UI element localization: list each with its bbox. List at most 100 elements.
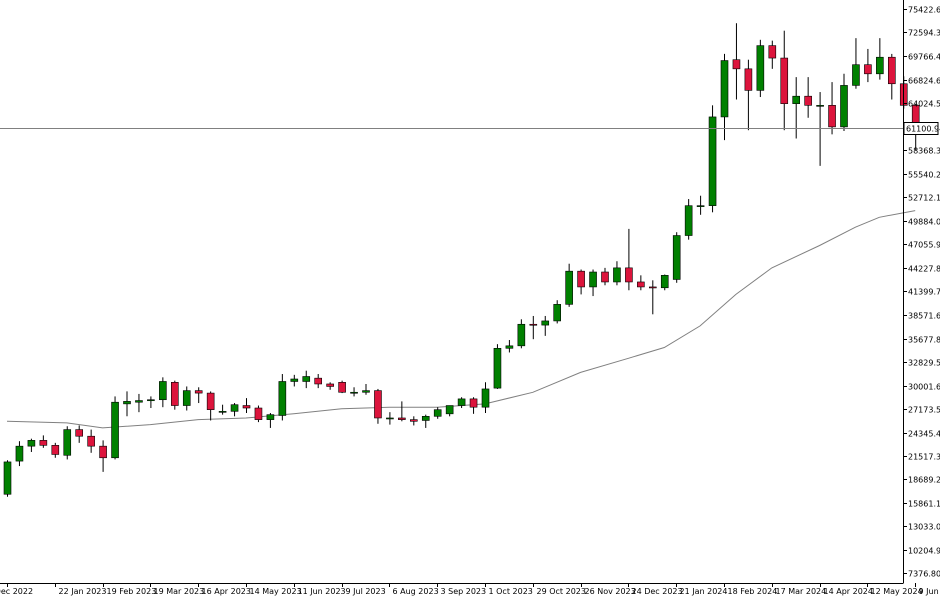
candle-up xyxy=(63,426,72,460)
candle-body xyxy=(601,271,609,283)
candle-body xyxy=(505,345,514,349)
candle-body xyxy=(350,391,358,394)
time-axis-label: 12 May 2024 xyxy=(871,587,923,596)
candle-body xyxy=(99,445,107,459)
candle-up xyxy=(386,412,394,425)
time-axis-label: 22 Jan 2023 xyxy=(59,587,107,596)
candle-down xyxy=(864,48,872,83)
candle-body xyxy=(242,405,251,409)
price-axis-label: 69766.40 xyxy=(908,53,940,62)
price-axis: 75422.60 72594.30 69766.40 66824.60 64024.50… xyxy=(903,6,940,579)
candle-down xyxy=(768,40,777,69)
candle-down xyxy=(648,280,657,315)
candle-body xyxy=(63,429,72,456)
candle-down xyxy=(577,269,585,295)
price-axis-label: 58368.30 xyxy=(908,147,940,156)
candle-up xyxy=(541,315,550,336)
candle-body xyxy=(529,323,538,326)
candle-down xyxy=(529,315,538,340)
time-axis-label: 16 Apr 2023 xyxy=(202,587,251,596)
candle-down xyxy=(206,391,215,421)
price-axis-label: 7376.80 xyxy=(908,570,940,579)
candle-body xyxy=(672,235,681,280)
time-axis-label: 14 Apr 2024 xyxy=(824,587,873,596)
candle-body xyxy=(684,205,693,236)
candle-body xyxy=(266,414,275,420)
candle-body xyxy=(374,390,382,419)
candle-down xyxy=(338,380,346,394)
candle-up xyxy=(27,438,36,452)
candle-body xyxy=(123,401,131,405)
candle-body xyxy=(87,435,95,447)
candle-body xyxy=(804,95,812,106)
price-axis-label: 64024.50 xyxy=(908,100,940,109)
price-axis-label: 13033.00 xyxy=(908,523,940,532)
candle-body xyxy=(780,57,789,104)
price-axis-label: 27173.50 xyxy=(908,406,940,415)
time-axis-label: 17 Mar 2024 xyxy=(776,587,827,596)
candle-down xyxy=(601,267,609,286)
candle-up xyxy=(517,319,526,349)
time-axis-label: 18 Feb 2024 xyxy=(728,587,778,596)
candle-up xyxy=(565,263,573,307)
price-axis-label: 52712.10 xyxy=(908,194,940,203)
candle-body xyxy=(816,105,824,107)
price-axis-label: 21517.30 xyxy=(908,453,940,462)
candle-body xyxy=(278,381,287,416)
time-axis-label: 9 Jun 2024 xyxy=(919,587,940,596)
candle-down xyxy=(398,401,406,422)
candle-body xyxy=(864,64,872,75)
candle-down xyxy=(254,405,263,423)
candle-up xyxy=(756,39,765,98)
candle-up xyxy=(876,38,884,80)
time-axis-label: 11 Jun 2023 xyxy=(298,587,346,596)
candle-body xyxy=(637,281,645,288)
candle-body xyxy=(792,95,801,104)
candle-body xyxy=(517,323,526,347)
candle-down xyxy=(469,397,478,414)
candle-up xyxy=(182,386,191,411)
candle-body xyxy=(660,275,669,289)
candle-body xyxy=(39,440,48,446)
plot-background xyxy=(0,0,903,583)
candle-up xyxy=(123,391,131,417)
time-axis-label: 19 Feb 2023 xyxy=(107,587,157,596)
candle-down xyxy=(637,275,645,291)
candle-body xyxy=(362,390,370,393)
moving-average-line xyxy=(6,210,916,429)
candle-body xyxy=(135,400,143,403)
candle-up xyxy=(362,383,370,395)
candle-body xyxy=(159,381,167,401)
price-axis-label: 24345.40 xyxy=(908,430,940,439)
candle-body xyxy=(876,56,884,75)
candle-up xyxy=(696,195,705,215)
candle-up xyxy=(147,396,155,409)
candle-up xyxy=(613,261,621,286)
candle-body xyxy=(625,267,633,283)
candle-body xyxy=(696,205,705,207)
candle-up xyxy=(3,460,12,497)
candle-up xyxy=(505,340,514,353)
candle-up xyxy=(720,53,729,141)
price-axis-label: 41399.70 xyxy=(908,288,940,297)
price-axis-label: 55540.20 xyxy=(908,171,940,180)
candle-down xyxy=(887,53,896,100)
moving-average-layer xyxy=(6,210,916,429)
candle-body xyxy=(409,419,418,422)
time-axis-label: 25 Dec 2022 xyxy=(0,587,33,596)
candle-body xyxy=(182,390,191,406)
candle-up xyxy=(15,441,24,467)
candle-body xyxy=(75,429,83,437)
candle-body xyxy=(828,105,836,128)
price-axis-label: 18689.20 xyxy=(908,476,940,485)
candle-up xyxy=(230,403,239,417)
candle-down xyxy=(780,30,789,131)
time-axis-label: 3 Sep 2023 xyxy=(441,587,487,596)
candle-body xyxy=(230,404,239,412)
candle-body xyxy=(457,398,466,406)
time-axis-label: 9 Jul 2023 xyxy=(346,587,386,596)
price-axis-label: 10204.90 xyxy=(908,547,940,556)
candle-up xyxy=(589,269,597,297)
candle-down xyxy=(732,23,741,100)
